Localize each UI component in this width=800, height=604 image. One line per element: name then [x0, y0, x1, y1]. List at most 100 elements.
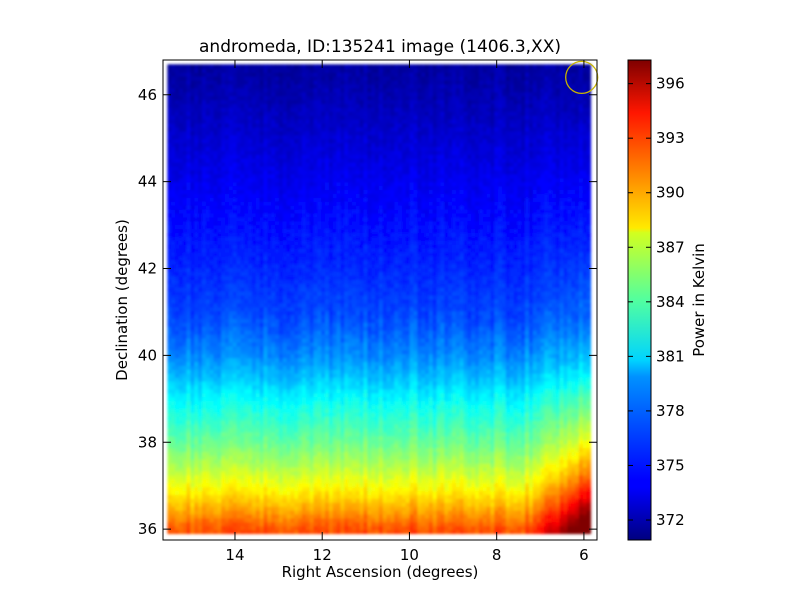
- heatmap-cell: [305, 463, 311, 468]
- heatmap-cell: [244, 150, 249, 155]
- heatmap-cell: [213, 353, 218, 359]
- heatmap-cell: [198, 87, 203, 93]
- heatmap-cell: [178, 134, 184, 140]
- heatmap-cell: [221, 384, 226, 390]
- heatmap-cell: [167, 486, 172, 492]
- heatmap-cell: [305, 365, 311, 370]
- heatmap-cell: [171, 439, 176, 445]
- heatmap-cell: [263, 103, 268, 108]
- heatmap-cell: [182, 193, 188, 198]
- heatmap-cell: [182, 275, 188, 280]
- heatmap-cell: [309, 502, 315, 507]
- heatmap-cell: [186, 318, 192, 323]
- heatmap-cell: [198, 68, 203, 73]
- heatmap-cell: [213, 263, 218, 269]
- heatmap-cell: [259, 330, 265, 335]
- heatmap-cell: [205, 232, 211, 237]
- heatmap-cell: [301, 64, 307, 69]
- heatmap-cell: [313, 134, 318, 140]
- heatmap-cell: [194, 420, 199, 425]
- heatmap-cell: [313, 177, 318, 183]
- heatmap-cell: [282, 165, 288, 171]
- heatmap-cell: [236, 416, 242, 421]
- heatmap-cell: [201, 463, 207, 468]
- heatmap-cell: [259, 169, 265, 175]
- heatmap-cell: [290, 310, 295, 316]
- heatmap-cell: [198, 478, 203, 484]
- heatmap-cell: [301, 83, 307, 89]
- heatmap-cell: [251, 353, 257, 359]
- heatmap-cell: [282, 459, 288, 464]
- heatmap-cell: [286, 459, 292, 464]
- heatmap-cell: [282, 95, 288, 101]
- heatmap-cell: [309, 412, 315, 417]
- heatmap-cell: [205, 197, 211, 202]
- heatmap-cell: [301, 107, 307, 112]
- heatmap-cell: [317, 451, 322, 456]
- heatmap-cell: [175, 64, 180, 69]
- heatmap-cell: [298, 494, 303, 499]
- heatmap-cell: [236, 326, 242, 331]
- heatmap-cell: [255, 181, 261, 187]
- heatmap-cell: [275, 322, 280, 327]
- heatmap-cell: [301, 408, 307, 413]
- heatmap-cell: [313, 369, 318, 374]
- heatmap-cell: [248, 126, 253, 132]
- heatmap-cell: [171, 490, 176, 495]
- heatmap-cell: [205, 283, 211, 288]
- heatmap-cell: [175, 185, 180, 191]
- heatmap-cell: [317, 134, 322, 140]
- heatmap-cell: [201, 173, 207, 179]
- heatmap-cell: [178, 119, 184, 124]
- heatmap-cell: [259, 107, 265, 112]
- heatmap-cell: [240, 322, 245, 327]
- heatmap-cell: [213, 68, 218, 73]
- heatmap-cell: [182, 318, 188, 323]
- heatmap-cell: [305, 470, 311, 476]
- heatmap-cell: [313, 271, 318, 277]
- heatmap-cell: [313, 318, 318, 323]
- heatmap-cell: [205, 310, 211, 316]
- heatmap-cell: [313, 490, 318, 495]
- heatmap-cell: [301, 318, 307, 323]
- heatmap-cell: [294, 521, 299, 527]
- heatmap-cell: [171, 165, 176, 171]
- heatmap-cell: [198, 142, 203, 148]
- heatmap-cell: [255, 525, 261, 531]
- heatmap-cell: [282, 443, 288, 449]
- heatmap-cell: [209, 271, 215, 277]
- heatmap-cell: [278, 232, 284, 237]
- heatmap-cell: [286, 463, 292, 468]
- heatmap-cell: [309, 267, 315, 273]
- heatmap-cell: [290, 236, 295, 241]
- heatmap-cell: [221, 220, 226, 226]
- heatmap-cell: [313, 209, 318, 214]
- heatmap-cell: [236, 420, 242, 425]
- heatmap-cell: [317, 154, 322, 159]
- heatmap-cell: [171, 267, 176, 273]
- heatmap-cell: [232, 126, 238, 132]
- heatmap-cell: [228, 271, 234, 277]
- heatmap-cell: [228, 396, 234, 402]
- heatmap-cell: [313, 91, 318, 97]
- heatmap-cell: [190, 142, 195, 148]
- heatmap-cell: [228, 384, 234, 390]
- heatmap-cell: [278, 205, 284, 210]
- heatmap-cell: [321, 115, 326, 120]
- heatmap-cell: [282, 162, 288, 167]
- heatmap-cell: [190, 83, 195, 89]
- heatmap-cell: [298, 361, 303, 366]
- heatmap-cell: [178, 310, 184, 316]
- heatmap-cell: [255, 126, 261, 132]
- heatmap-cell: [213, 130, 218, 136]
- heatmap-cell: [198, 122, 203, 128]
- heatmap-cell: [248, 392, 253, 398]
- heatmap-cell: [209, 474, 215, 480]
- heatmap-cell: [225, 478, 230, 484]
- heatmap-cell: [217, 158, 222, 163]
- heatmap-cell: [309, 236, 315, 241]
- heatmap-cell: [171, 525, 176, 531]
- heatmap-cell: [321, 314, 326, 320]
- heatmap-cell: [278, 224, 284, 230]
- heatmap-cell: [175, 388, 180, 394]
